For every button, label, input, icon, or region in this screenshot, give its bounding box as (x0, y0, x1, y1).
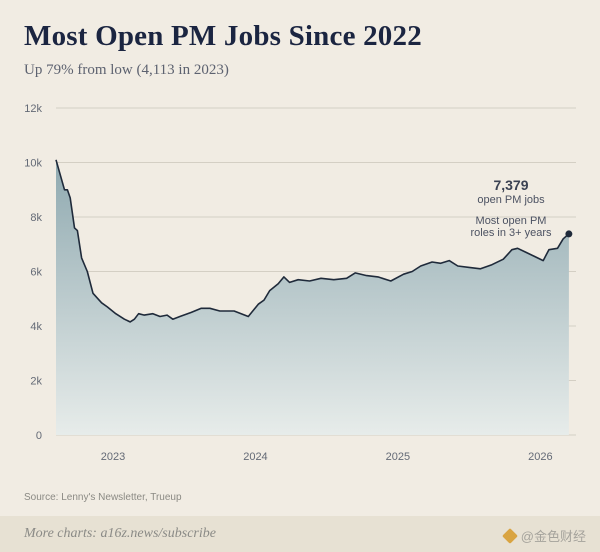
y-tick-label: 12k (24, 103, 42, 115)
area-chart: 0 2k 4k 6k 8k 10k 12k 2023 2024 2025 2026 7,379open… (24, 103, 576, 463)
y-tick-label: 0 (36, 430, 42, 442)
annotation-unit: open PM jobs (477, 194, 545, 206)
y-tick-label: 2k (30, 376, 42, 388)
endpoint-marker (565, 230, 573, 238)
logo-icon (501, 527, 518, 544)
annotation-value: 7,379 (493, 177, 528, 193)
footer-bar: More charts: a16z.news/subscribe @金色财经 (0, 516, 600, 552)
source-note: Source: Lenny's Newsletter, Trueup (24, 492, 182, 503)
series-line (55, 159, 570, 323)
y-tick-label: 4k (30, 321, 42, 333)
annotation-note-line2: roles in 3+ years (470, 227, 552, 239)
chart-title: Most Open PM Jobs Since 2022 (24, 20, 422, 52)
watermark-logo: @金色财经 (501, 526, 586, 545)
chart-subtitle: Up 79% from low (4,113 in 2023) (24, 62, 229, 78)
x-tick-label: 2025 (386, 451, 410, 463)
y-tick-label: 6k (30, 267, 42, 279)
chart-area: 0 2k 4k 6k 8k 10k 12k 2023 2024 2025 2026 7,379 open… (0, 95, 600, 480)
annotation-note-line1: Most open PM (476, 215, 547, 227)
x-tick-label: 2024 (243, 451, 267, 463)
y-tick-label: 10k (24, 158, 42, 170)
area-fill (56, 159, 569, 436)
footer-link[interactable]: More charts: a16z.news/subscribe (24, 526, 216, 541)
watermark-text: @金色财经 (520, 529, 586, 544)
y-tick-label: 8k (30, 212, 42, 224)
x-tick-label: 2023 (101, 451, 125, 463)
x-tick-label: 2026 (528, 451, 552, 463)
